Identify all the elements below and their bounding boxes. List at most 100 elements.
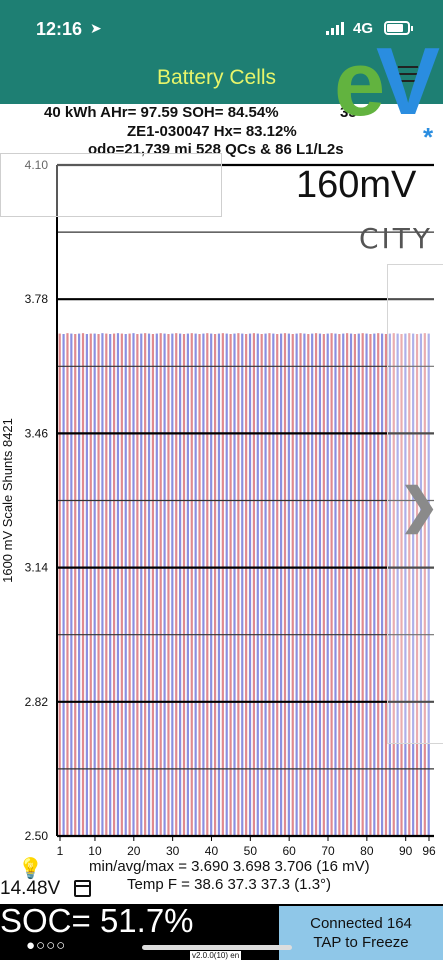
tap-to-freeze-label: TAP to Freeze bbox=[313, 934, 409, 951]
cell-bar bbox=[70, 333, 73, 836]
cell-bar bbox=[303, 333, 306, 836]
cell-bar bbox=[307, 334, 310, 836]
network-type: 4G bbox=[353, 20, 374, 37]
cell-bar bbox=[283, 333, 287, 836]
cell-bar bbox=[147, 333, 151, 836]
cell-bar bbox=[89, 333, 92, 836]
logo-e: e bbox=[334, 33, 386, 135]
y-tick-label: 4.10 bbox=[25, 158, 49, 172]
cell-bar bbox=[369, 334, 372, 836]
x-tick-label: 60 bbox=[282, 844, 296, 858]
cell-bar bbox=[322, 334, 325, 836]
cell-bar bbox=[105, 333, 108, 836]
cell-bar bbox=[334, 333, 337, 836]
cell-bar bbox=[171, 333, 174, 836]
chevron-right-icon[interactable]: ❯ bbox=[399, 480, 440, 533]
cell-bar bbox=[136, 334, 139, 836]
cell-bar bbox=[361, 333, 364, 836]
cell-bar bbox=[151, 334, 155, 836]
status-time: 12:16 bbox=[36, 19, 83, 39]
cell-bar bbox=[194, 333, 197, 836]
cell-bar bbox=[291, 334, 294, 836]
cell-bar bbox=[175, 333, 178, 836]
cell-bar bbox=[179, 333, 182, 836]
y-axis-label: 1600 mV Scale Shunts 8421 bbox=[0, 418, 15, 583]
x-tick-label: 50 bbox=[244, 844, 258, 858]
x-tick-label: 1 bbox=[57, 844, 64, 858]
cell-bar bbox=[419, 333, 423, 836]
y-tick-label: 3.78 bbox=[25, 292, 49, 306]
cell-bar bbox=[112, 333, 116, 836]
y-tick-label: 3.46 bbox=[25, 426, 49, 440]
page-dots[interactable]: ●○○○ bbox=[26, 937, 67, 954]
x-tick-label: 70 bbox=[321, 844, 335, 858]
cell-bar bbox=[408, 333, 411, 836]
x-tick-label: 10 bbox=[88, 844, 102, 858]
cell-bar bbox=[132, 333, 135, 836]
cell-bar bbox=[186, 333, 189, 836]
cell-bar bbox=[353, 334, 356, 836]
cell-bar bbox=[66, 333, 69, 836]
tap-to-freeze-button[interactable]: Connected 164 TAP to Freeze bbox=[279, 906, 443, 960]
cell-bar bbox=[210, 333, 213, 836]
cell-bar bbox=[81, 333, 85, 836]
cell-bar bbox=[109, 334, 112, 836]
x-tick-label: 40 bbox=[205, 844, 219, 858]
app-header-bar: 12:16 ➤ 4G Battery Cells bbox=[0, 0, 443, 104]
cell-bar bbox=[233, 333, 236, 836]
cell-bar bbox=[272, 333, 275, 836]
cell-bar bbox=[252, 333, 256, 836]
cell-bar bbox=[412, 333, 415, 836]
capacity-text-partial: 35 bbox=[340, 104, 357, 121]
cell-bar bbox=[248, 333, 252, 836]
cell-bar bbox=[342, 333, 345, 836]
cell-bar bbox=[124, 334, 127, 836]
calendar-icon[interactable] bbox=[74, 880, 91, 897]
cell-bar bbox=[237, 333, 240, 836]
cell-bar bbox=[338, 334, 341, 836]
cell-bar bbox=[380, 333, 384, 836]
cell-bar bbox=[116, 333, 120, 836]
logo-star: * bbox=[423, 122, 434, 152]
side-panel[interactable] bbox=[387, 264, 443, 744]
lightbulb-icon[interactable]: 💡 bbox=[18, 858, 43, 880]
cell-bar bbox=[78, 333, 81, 836]
capacity-text: 40 kWh AHr= 97.59 SOH= 84.54% bbox=[44, 104, 279, 121]
cell-bar bbox=[144, 333, 147, 836]
cell-bar bbox=[295, 333, 298, 836]
version-label: v2.0.0(10) en bbox=[190, 951, 242, 960]
y-tick-label: 2.82 bbox=[25, 695, 49, 709]
cell-bar bbox=[396, 333, 399, 836]
cell-bar bbox=[97, 334, 100, 836]
battery-status-icon bbox=[384, 21, 413, 35]
cell-bar bbox=[427, 333, 430, 836]
cell-bar bbox=[155, 333, 158, 836]
cell-bar bbox=[93, 333, 96, 836]
signal-icon bbox=[326, 21, 346, 35]
cell-bar bbox=[206, 333, 209, 836]
y-tick-label: 3.14 bbox=[25, 561, 49, 575]
cell-bar bbox=[264, 333, 267, 836]
cell-bar bbox=[268, 333, 271, 836]
cell-bar bbox=[198, 334, 201, 836]
cell-bar bbox=[287, 333, 290, 836]
overlay-panel[interactable] bbox=[0, 153, 222, 217]
cell-bar bbox=[182, 334, 186, 836]
cell-bar bbox=[225, 333, 228, 836]
cell-bar bbox=[229, 334, 232, 836]
temperature-text: Temp F = 38.6 37.3 37.3 (1.3°) bbox=[127, 876, 332, 893]
cell-voltage-chart[interactable]: 2.50 2.82 3.14 3.46 3.78 4.10 1 10 20 30 40 50 60 70 8… bbox=[0, 150, 443, 866]
cell-bar bbox=[58, 333, 61, 836]
connected-text: Connected 164 bbox=[310, 915, 412, 932]
soc-display: SOC= 51.7% bbox=[0, 902, 194, 939]
cell-bar bbox=[167, 334, 170, 836]
cell-bar bbox=[377, 333, 380, 836]
x-tick-label: 20 bbox=[127, 844, 141, 858]
home-indicator[interactable] bbox=[142, 945, 292, 950]
x-tick-label: 30 bbox=[166, 844, 180, 858]
cell-bar bbox=[314, 333, 318, 836]
min-avg-max-text: min/avg/max = 3.690 3.698 3.706 (16 mV) bbox=[89, 858, 370, 875]
location-arrow-icon: ➤ bbox=[90, 20, 102, 36]
cell-bar bbox=[245, 334, 248, 836]
menu-icon[interactable] bbox=[398, 66, 418, 84]
